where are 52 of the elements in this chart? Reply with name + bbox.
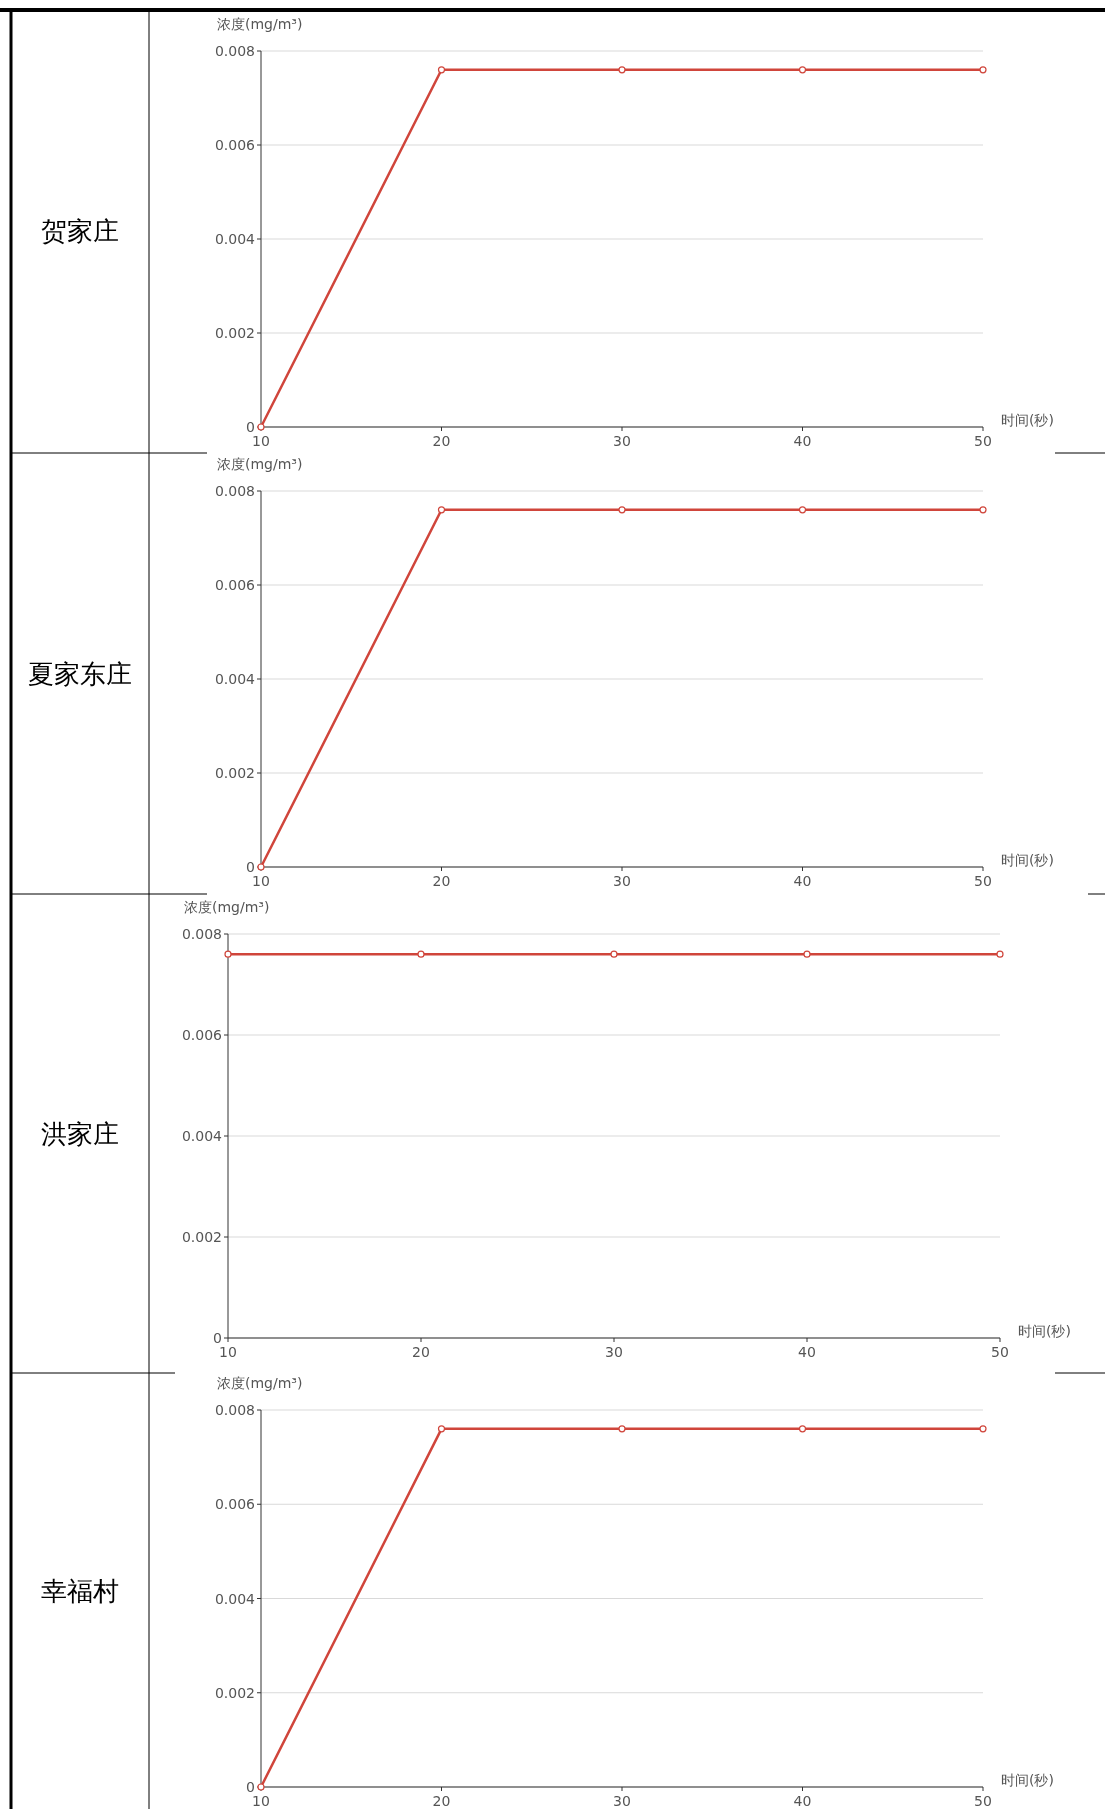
x-tick-label: 20 (412, 1344, 430, 1360)
x-tick-label: 40 (793, 1793, 812, 1809)
y-tick-label: 0.008 (181, 926, 222, 942)
y-axis-title: 浓度(mg/m³) (217, 1375, 303, 1391)
y-tick-label: 0.004 (214, 231, 256, 247)
x-tick-label: 30 (613, 433, 631, 449)
x-tick-label: 50 (974, 873, 992, 889)
y-axis-title: 浓度(mg/m³) (217, 16, 303, 32)
y-axis-title: 浓度(mg/m³) (184, 899, 270, 915)
y-tick-label: 0.004 (181, 1128, 223, 1144)
x-axis-title: 时间(秒) (1001, 412, 1054, 428)
y-tick-label: 0.004 (214, 1590, 256, 1607)
y-tick-label: 0 (246, 859, 255, 875)
x-tick-label: 20 (432, 433, 451, 449)
x-tick-label: 40 (798, 1344, 816, 1360)
x-axis-title: 时间(秒) (1001, 1772, 1054, 1788)
x-tick-label: 50 (974, 433, 992, 449)
text: 洪家庄 (41, 1118, 119, 1149)
x-tick-label: 10 (252, 1793, 270, 1809)
x-tick-label: 30 (605, 1344, 623, 1360)
x-tick-label: 10 (219, 1344, 237, 1360)
y-tick-label: 0.006 (214, 137, 256, 153)
text: 幸福村 (41, 1576, 119, 1606)
x-tick-label: 30 (613, 873, 631, 889)
y-tick-label: 0.002 (214, 1684, 255, 1701)
y-tick-label: 0.008 (214, 483, 255, 499)
y-tick-label: 0 (213, 1330, 222, 1346)
y-tick-label: 0 (246, 419, 255, 435)
x-tick-label: 20 (432, 1793, 451, 1809)
y-tick-label: 0.006 (181, 1027, 223, 1043)
y-tick-label: 0.006 (214, 577, 256, 593)
x-tick-label: 50 (991, 1344, 1009, 1360)
y-axis-title: 浓度(mg/m³) (217, 456, 303, 472)
y-tick-label: 0.002 (214, 765, 255, 781)
x-tick-label: 50 (974, 1793, 992, 1809)
y-tick-label: 0.004 (214, 671, 256, 687)
x-axis-title: 时间(秒) (1018, 1323, 1071, 1339)
x-tick-label: 30 (613, 1793, 631, 1809)
x-tick-label: 20 (432, 873, 451, 889)
x-tick-label: 10 (252, 433, 270, 449)
text: 贺家庄 (41, 216, 119, 246)
y-tick-label: 0.006 (214, 1496, 256, 1513)
y-tick-label: 0.008 (214, 43, 255, 59)
x-tick-label: 10 (252, 873, 270, 889)
y-tick-label: 0.002 (214, 325, 255, 341)
x-tick-label: 40 (793, 873, 812, 889)
x-tick-label: 40 (793, 433, 812, 449)
y-tick-label: 0 (246, 1779, 255, 1795)
y-tick-label: 0.002 (181, 1229, 222, 1245)
y-tick-label: 0.008 (214, 1402, 255, 1418)
x-axis-title: 时间(秒) (1001, 852, 1054, 868)
text: 夏家东庄 (28, 658, 132, 689)
